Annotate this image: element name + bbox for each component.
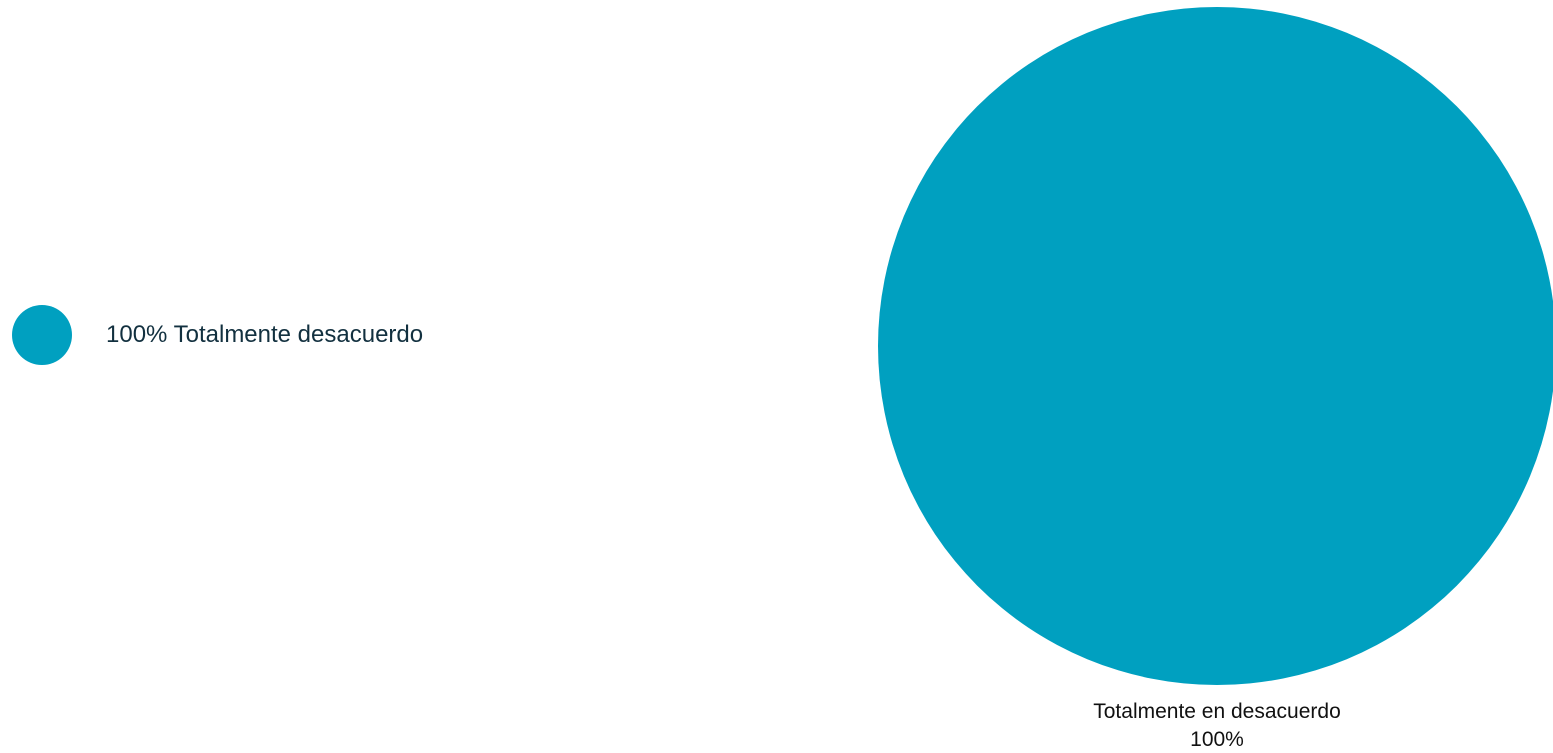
slice-label-percent: 100% xyxy=(1190,728,1244,751)
chart-legend: 100% Totalmente desacuerdo xyxy=(12,305,423,365)
pie-slices xyxy=(878,7,1553,685)
legend-item-label: 100% Totalmente desacuerdo xyxy=(106,321,424,348)
pie-slice-totalmente-en-desacuerdo xyxy=(878,7,1553,685)
slice-label-category: Totalmente en desacuerdo xyxy=(1093,700,1341,723)
legend-swatch xyxy=(12,305,72,365)
